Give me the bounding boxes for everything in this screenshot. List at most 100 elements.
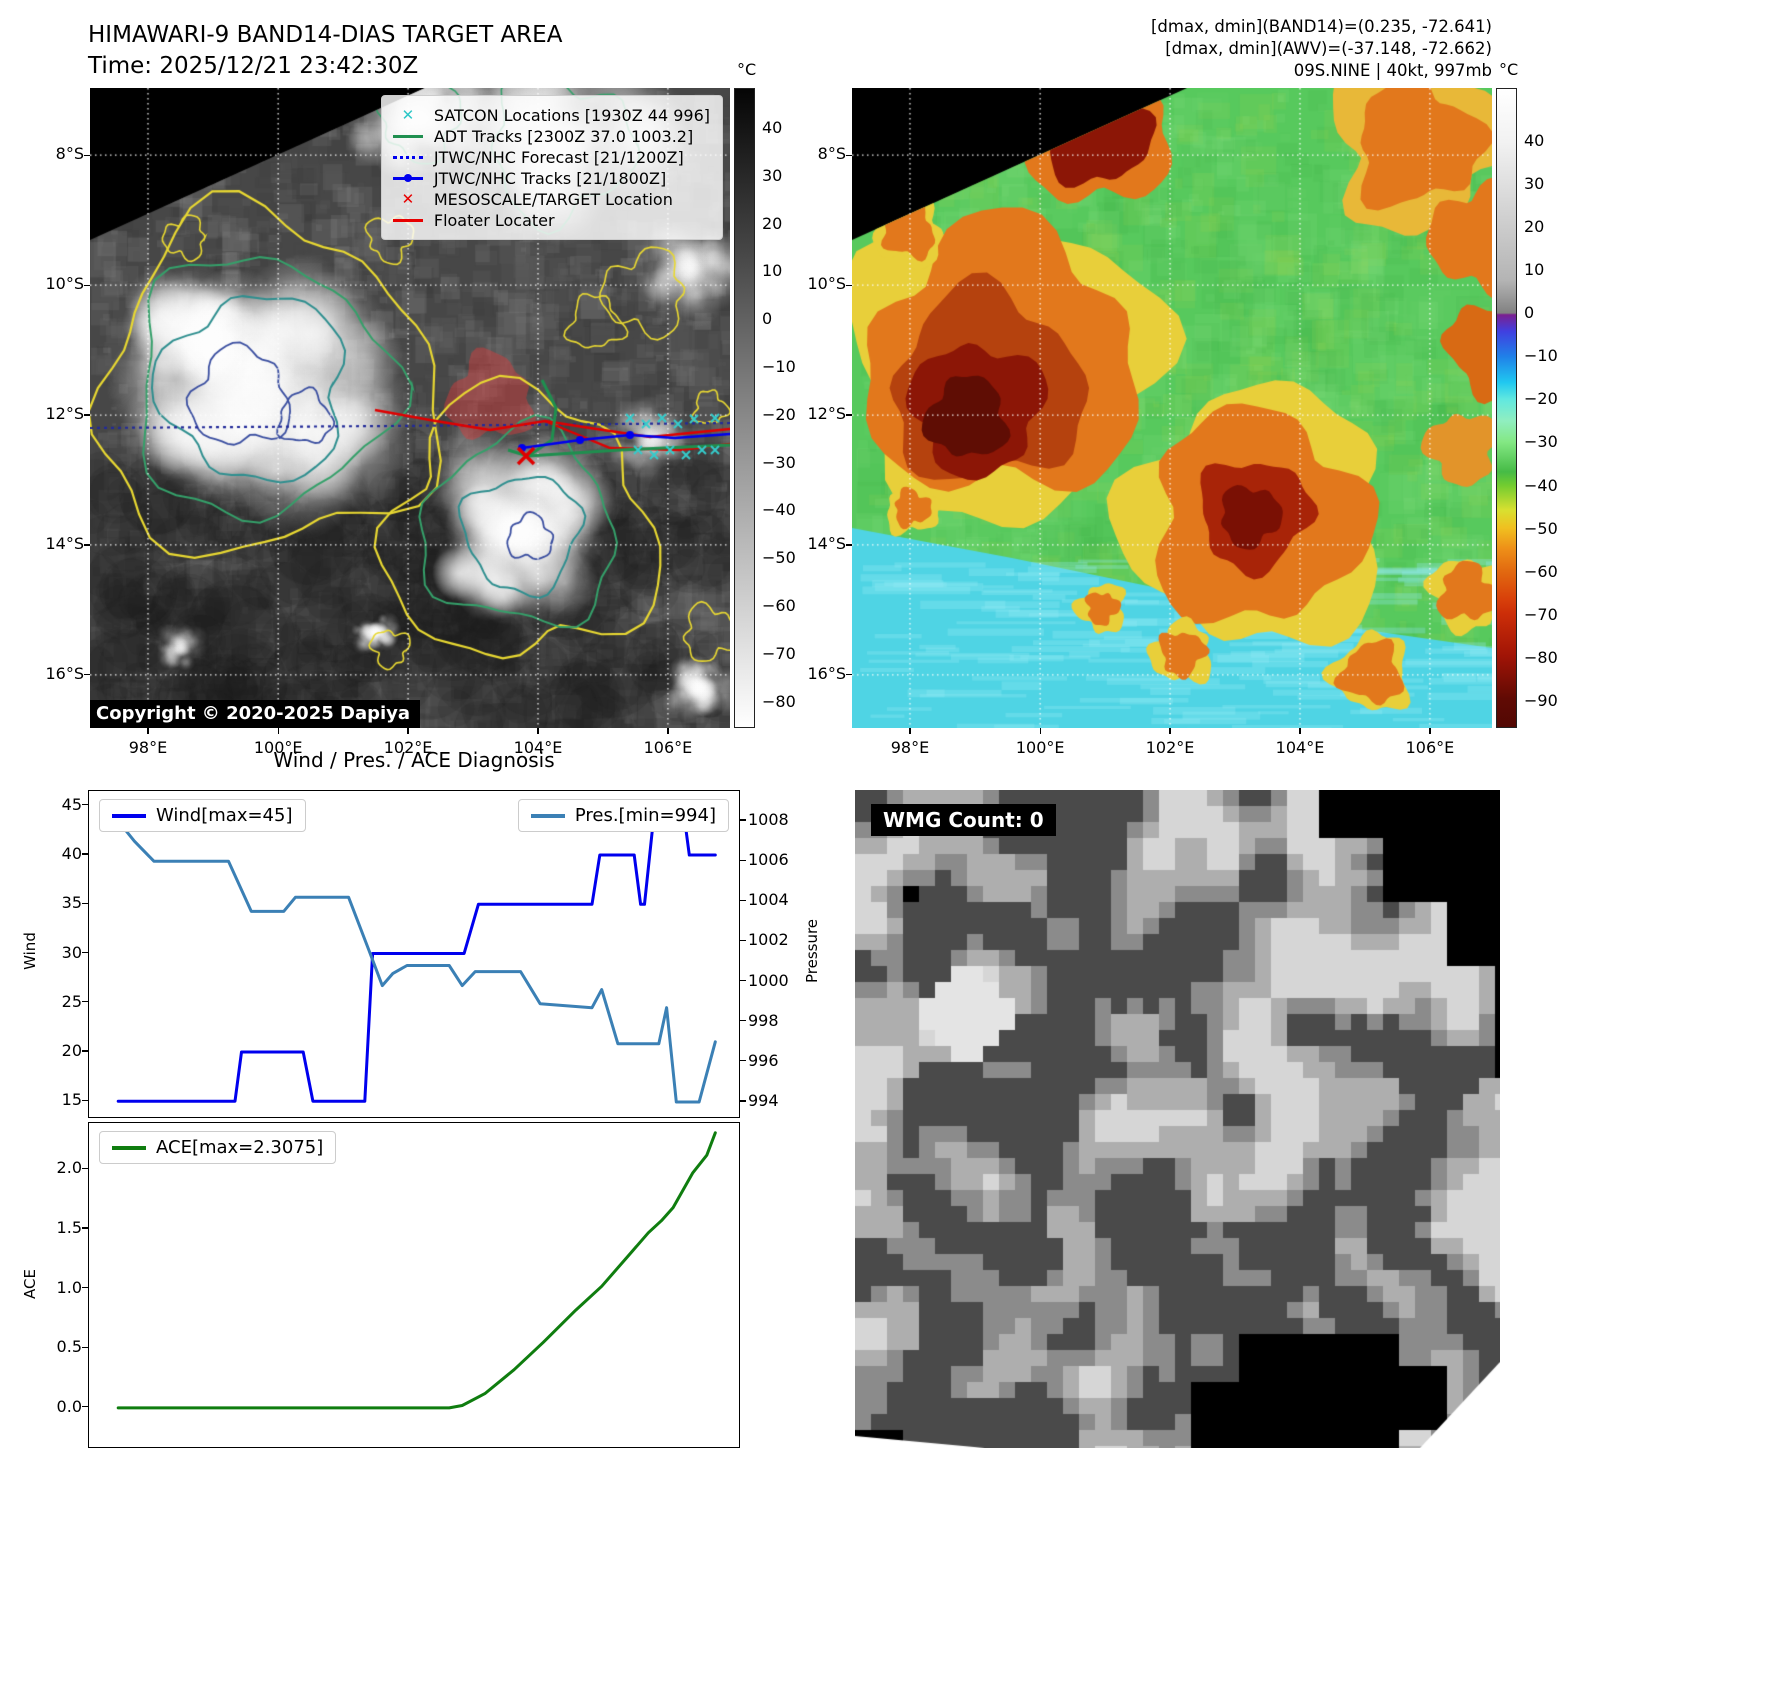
pressure-axis-label: Pressure [803, 918, 821, 984]
chart-y2tick: 1006 [748, 850, 789, 870]
band14-colorbar-tick: 30 [762, 165, 783, 185]
axis-tickmark [84, 414, 90, 416]
diagnosis-title: Wind / Pres. / ACE Diagnosis [273, 748, 555, 772]
ace-line-sample [112, 1145, 146, 1150]
axis-tickmark [84, 154, 90, 156]
chart-ytick: 45 [61, 794, 82, 814]
awv-colorbar [1496, 88, 1517, 728]
legend-label: SATCON Locations [1930Z 44 996] [433, 105, 710, 125]
x-marker-icon: ✕ [401, 106, 415, 124]
awv-lat-tick: 14°S [807, 533, 846, 553]
axis-tickmark [82, 902, 88, 904]
awv-lat-tick: 12°S [807, 404, 846, 424]
awv-lat-tick: 8°S [817, 144, 846, 164]
axis-tickmark [846, 284, 852, 286]
legend-label: Floater Locater [433, 210, 555, 230]
chart-ytick: 0.5 [56, 1337, 82, 1357]
band14-colorbar-tick: 20 [762, 213, 783, 233]
info-band14-dmax-dmin: [dmax, dmin](BAND14)=(0.235, -72.641) [1150, 17, 1492, 36]
axis-tickmark [1299, 728, 1301, 734]
series-line-0 [116, 1131, 717, 1410]
axis-tickmark [740, 1060, 746, 1062]
band14-colorbar-tick: −60 [762, 596, 796, 616]
axis-tickmark [84, 284, 90, 286]
awv-colorbar-tick: −70 [1524, 604, 1558, 624]
legend-label: MESOSCALE/TARGET Location [433, 189, 673, 209]
awv-satellite-image [852, 88, 1492, 728]
band14-lat-tick: 10°S [45, 274, 84, 294]
band14-colorbar-tick: −30 [762, 452, 796, 472]
legend-item: ADT Tracks [2300Z 37.0 1003.2] [392, 126, 710, 146]
band14-map-panel: ✕ SATCON Locations [1930Z 44 996] ADT Trac… [90, 88, 730, 728]
band14-colorbar-tick: −50 [762, 548, 796, 568]
legend-label: ADT Tracks [2300Z 37.0 1003.2] [433, 126, 694, 146]
ace-axis-label: ACE [21, 1269, 39, 1299]
awv-lat-tick: 10°S [807, 274, 846, 294]
awv-colorbar-tick: −30 [1524, 432, 1558, 452]
axis-tickmark [82, 1227, 88, 1229]
chart-y2tick: 996 [748, 1050, 779, 1070]
awv-lon-tick: 106°E [1405, 738, 1455, 757]
band14-title: HIMAWARI-9 BAND14-DIAS TARGET AREA [88, 22, 563, 48]
awv-lat-tick: 16°S [807, 663, 846, 683]
axis-tickmark [537, 728, 539, 734]
wind-legend: Wind[max=45] [99, 799, 306, 832]
awv-colorbar-tick: 40 [1524, 130, 1545, 150]
axis-tickmark [82, 804, 88, 806]
chart-y2tick: 1004 [748, 890, 789, 910]
chart-ytick: 20 [61, 1040, 82, 1060]
awv-lon-tick: 100°E [1015, 738, 1065, 757]
wmg-count-badge: WMG Count: 0 [871, 804, 1056, 836]
legend-item: JTWC/NHC Tracks [21/1800Z] [392, 168, 710, 188]
x-marker-icon: ✕ [401, 190, 415, 208]
band14-lat-tick: 16°S [45, 663, 84, 683]
awv-colorbar-tick: −80 [1524, 647, 1558, 667]
legend-item: ✕ SATCON Locations [1930Z 44 996] [392, 105, 710, 125]
info-awv-dmax-dmin: [dmax, dmin](AWV)=(-37.148, -72.662) [1165, 39, 1492, 58]
axis-tickmark [84, 674, 90, 676]
axis-tickmark [82, 1050, 88, 1052]
axis-tickmark [277, 728, 279, 734]
axis-tickmark [846, 674, 852, 676]
series-line-0 [116, 804, 717, 1103]
axis-tickmark [1169, 728, 1171, 734]
line-marker-icon [392, 174, 424, 182]
ace-plot-area [116, 1131, 717, 1410]
axis-tickmark [82, 1099, 88, 1101]
band14-colorbar-tick: −40 [762, 500, 796, 520]
axis-tickmark [740, 1020, 746, 1022]
copyright-badge: Copyright © 2020-2025 Dapiya [90, 700, 421, 728]
chart-ytick: 25 [61, 991, 82, 1011]
series-line-1 [116, 819, 717, 1104]
legend-item: ✕ MESOSCALE/TARGET Location [392, 189, 710, 209]
axis-tickmark [846, 544, 852, 546]
pressure-legend: Pres.[min=994] [517, 799, 729, 832]
axis-tickmark [407, 728, 409, 734]
awv-lon-tick: 102°E [1145, 738, 1195, 757]
axis-tickmark [82, 1346, 88, 1348]
band14-colorbar-tick: 10 [762, 261, 783, 281]
axis-tickmark [147, 728, 149, 734]
axis-tickmark [740, 819, 746, 821]
axis-tickmark [846, 154, 852, 156]
awv-lon-tick: 104°E [1275, 738, 1325, 757]
band14-colorbar-tick: −10 [762, 357, 796, 377]
axis-tickmark [740, 859, 746, 861]
awv-colorbar-tick: −90 [1524, 690, 1558, 710]
header-info-block: [dmax, dmin](BAND14)=(0.235, -72.641) [d… [1151, 16, 1492, 82]
awv-colorbar-tick: −60 [1524, 561, 1558, 581]
awv-lon-tick: 98°E [890, 738, 930, 757]
axis-tickmark [82, 1167, 88, 1170]
pressure-legend-label: Pres.[min=994] [574, 805, 716, 826]
band14-colorbar [734, 88, 755, 728]
awv-map-panel [852, 88, 1492, 728]
band14-lat-tick: 14°S [45, 533, 84, 553]
band14-colorbar-tick: 0 [762, 309, 773, 329]
wind-line-sample [112, 813, 146, 818]
awv-colorbar-tick: 0 [1524, 303, 1535, 323]
band14-lon-tick: 98°E [128, 738, 168, 757]
axis-tickmark [82, 951, 88, 954]
axis-tickmark [740, 1100, 746, 1102]
awv-colorbar-unit: °C [1499, 60, 1519, 79]
